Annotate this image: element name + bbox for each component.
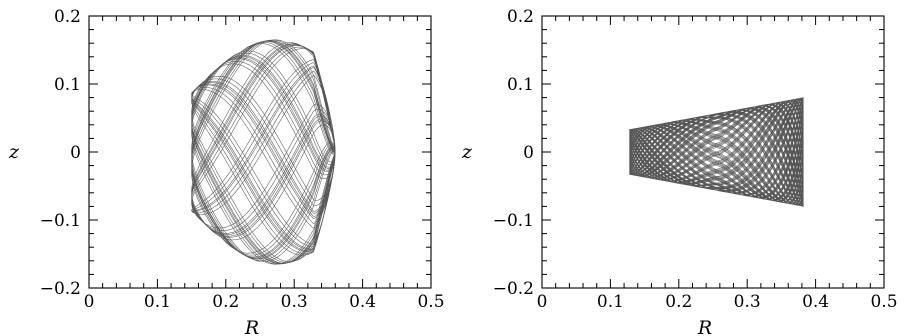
y-tick-label: 0.1 — [54, 75, 81, 95]
y-tick-label: 0 — [523, 143, 534, 163]
y-tick-label: 0.2 — [507, 7, 534, 27]
y-tick-label: −0.2 — [40, 279, 81, 299]
y-tick-label: −0.1 — [493, 211, 534, 231]
orbit-trace — [191, 39, 336, 265]
x-tick-label: 0.1 — [144, 292, 171, 312]
x-tick-label: 0.4 — [802, 292, 829, 312]
y-tick-label: 0 — [70, 143, 81, 163]
x-tick-label: 0.4 — [349, 292, 376, 312]
y-axis-title: z — [461, 141, 473, 163]
y-tick-label: 0.1 — [507, 75, 534, 95]
x-axis-title: R — [244, 317, 259, 336]
x-tick-label: 0.5 — [417, 292, 444, 312]
x-tick-label: 0.2 — [665, 292, 692, 312]
orbit-trace — [629, 97, 804, 208]
left-orbit-panel: 0 0.1 0.2 0.3 0.4 0.5 −0.2 −0.1 0 0.1 0.2 Rz — [8, 7, 445, 336]
y-axis-title: z — [8, 141, 20, 163]
y-tick-label: −0.2 — [493, 279, 534, 299]
y-tick-label: 0.2 — [54, 7, 81, 27]
x-axis-title: R — [697, 317, 712, 336]
x-tick-label: 0.3 — [734, 292, 761, 312]
x-tick-label: 0.2 — [212, 292, 239, 312]
x-tick-label: 0.3 — [281, 292, 308, 312]
plot-frame — [88, 15, 432, 289]
y-tick-label: −0.1 — [40, 211, 81, 231]
x-tick-label: 0.5 — [870, 292, 897, 312]
right-orbit-panel: 0 0.1 0.2 0.3 0.4 0.5 −0.2 −0.1 0 0.1 0.2 Rz — [461, 7, 898, 336]
x-tick-label: 0 — [537, 292, 548, 312]
x-tick-label: 0 — [84, 292, 95, 312]
x-tick-label: 0.1 — [597, 292, 624, 312]
